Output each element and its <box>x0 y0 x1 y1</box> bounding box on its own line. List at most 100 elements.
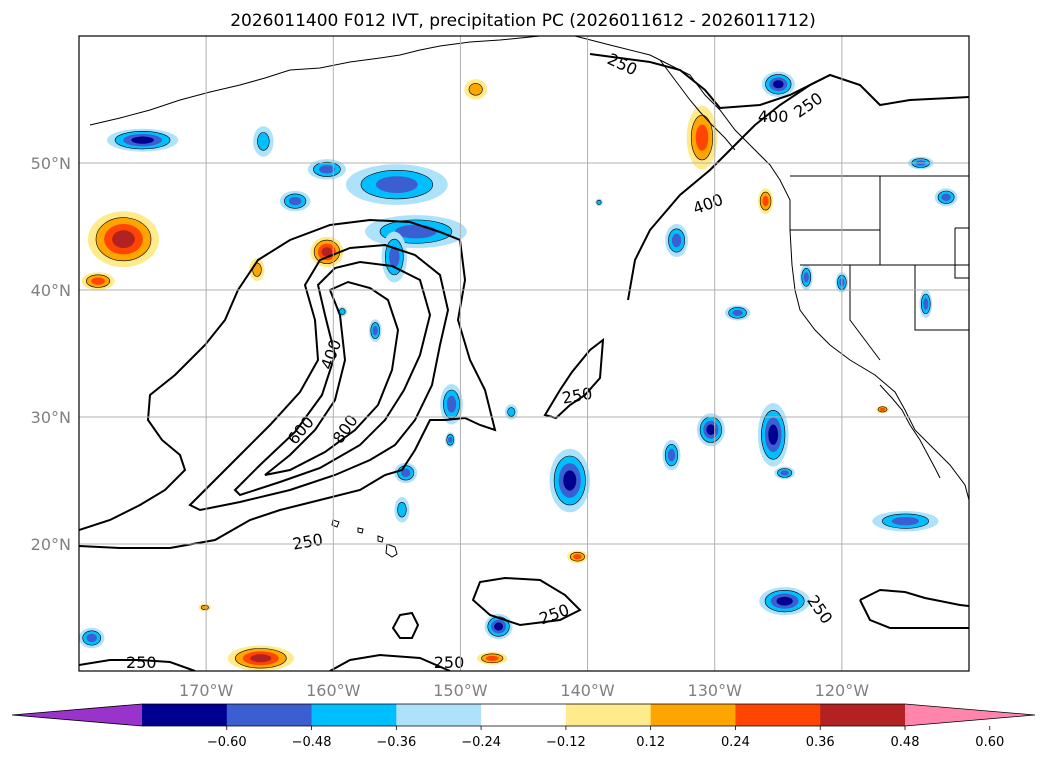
colorbar: −0.60 −0.48 −0.36 −0.24 −0.12 0.12 0.24 0.36 0.4… <box>11 703 1036 750</box>
precip-anomaly-30-level-3 <box>776 596 793 606</box>
contour-label-12: 250 <box>434 653 465 672</box>
coastlines <box>89 36 969 558</box>
precip-anomaly-4-level-2 <box>319 165 335 174</box>
lat-tick-label: 40°N <box>31 281 71 300</box>
precip-anomaly-12 <box>686 105 718 170</box>
ivt-contour-250-south <box>471 576 582 627</box>
precip-anomaly-20-level-2 <box>923 298 929 310</box>
precip-anomaly-28-level-2 <box>780 470 789 476</box>
precip-anomaly-38 <box>476 651 508 665</box>
precip-anomaly-18 <box>934 188 958 207</box>
precip-anomaly-25-level-3 <box>706 424 716 436</box>
colorbar-bin-6 <box>650 704 736 726</box>
precip-anomaly-27 <box>662 439 681 471</box>
precip-anomaly-8 <box>81 272 115 291</box>
colorbar-tick-label: −0.36 <box>376 735 416 750</box>
precip-anomaly-37-level-3 <box>250 654 272 663</box>
coastline-panhandle <box>659 59 736 151</box>
precip-anomaly-42-level-2 <box>879 407 886 411</box>
precip-anomaly-2 <box>381 231 408 283</box>
precip-anomaly-9-level-3 <box>321 247 333 257</box>
precip-anomaly-26 <box>757 402 789 467</box>
colorbar-tick-label: −0.60 <box>207 735 247 750</box>
precip-anomaly-36-level-2 <box>372 325 378 336</box>
precip-anomaly-15 <box>757 188 774 214</box>
precip-anomaly-32-level-1 <box>397 502 407 518</box>
ivt-contour-250-island <box>391 611 420 639</box>
precip-anomaly-40 <box>198 603 212 612</box>
ivt-contour-250-se <box>859 588 969 629</box>
precip-anomaly-39 <box>567 550 588 564</box>
longitude-labels: 170°W 160°W 150°W 140°W 130°W 120°W <box>179 681 869 700</box>
precip-anomaly-3 <box>106 128 179 152</box>
precip-anomaly-24-level-3 <box>563 470 577 491</box>
colorbar-bin-7 <box>735 704 821 726</box>
precip-anomaly-34 <box>79 627 105 649</box>
precip-anomaly-4 <box>307 159 347 180</box>
ivt-contour-250-sc <box>329 653 451 671</box>
precip-anomaly-22-level-2 <box>446 395 457 413</box>
colorbar-outline <box>11 703 1036 727</box>
lat-tick-label: 30°N <box>31 408 71 427</box>
map-background <box>79 36 969 671</box>
colorbar-tick-label: 0.24 <box>721 735 750 750</box>
precip-anomaly-5-level-2 <box>288 196 302 206</box>
precip-anomaly-12-level-2 <box>695 124 709 151</box>
ivt-contour-800 <box>264 280 400 476</box>
lon-tick-label: 150°W <box>433 681 488 700</box>
colorbar-tick-label: 0.48 <box>891 735 920 750</box>
colorbar-bin-0 <box>142 704 228 726</box>
precip-anomaly-41-level-1 <box>596 199 602 205</box>
precip-anomaly-29 <box>872 510 939 532</box>
precip-anomaly-43-level-1 <box>507 407 516 417</box>
lat-tick-label: 50°N <box>31 154 71 173</box>
precip-anomaly-27-level-2 <box>667 448 676 462</box>
precip-anomaly-6-level-1 <box>257 132 270 151</box>
precip-anomaly-14 <box>665 223 688 257</box>
precip-anomaly-22 <box>440 384 463 425</box>
lon-tick-label: 160°W <box>306 681 361 700</box>
colorbar-bin-3 <box>396 704 482 726</box>
precip-anomaly-32 <box>394 497 410 523</box>
colorbar-extend-high <box>905 704 1035 726</box>
ivt-contour-layer <box>79 53 969 671</box>
precip-anomaly-16 <box>799 264 813 290</box>
ivt-contour-250-nw <box>589 53 969 110</box>
coastline-north-america <box>574 36 969 501</box>
colorbar-tick-label: 0.60 <box>975 735 1004 750</box>
us-state-borders <box>790 175 969 361</box>
precip-anomaly-28 <box>774 466 795 480</box>
precip-anomaly-13 <box>761 71 795 97</box>
colorbar-bin-2 <box>311 704 397 726</box>
colorbar-bin-4 <box>481 704 567 726</box>
precipitation-anomaly-layer <box>79 71 958 671</box>
precip-anomaly-21 <box>724 305 751 321</box>
precip-anomaly-33 <box>484 613 513 640</box>
precip-anomaly-6 <box>253 126 274 157</box>
precip-anomaly-11 <box>464 79 488 100</box>
precip-anomaly-30 <box>759 587 811 616</box>
precip-anomaly-8-level-2 <box>91 277 105 285</box>
precip-anomaly-34-level-2 <box>86 633 97 643</box>
colorbar-tick-label: −0.48 <box>292 735 332 750</box>
ivt-contour-250-sw <box>79 659 196 671</box>
ivt-contour-600 <box>233 260 432 497</box>
precip-anomaly-16-level-2 <box>803 272 809 283</box>
precip-anomaly-24 <box>549 448 591 513</box>
precip-anomaly-39-level-2 <box>573 554 582 560</box>
precip-anomaly-36 <box>368 319 382 343</box>
colorbar-bin-5 <box>565 704 652 726</box>
precip-anomaly-41 <box>595 198 603 207</box>
contour-label-11: 250 <box>126 653 157 672</box>
precip-anomaly-7-level-3 <box>112 230 135 249</box>
contour-label-2: 400 <box>758 107 789 126</box>
lon-tick-label: 170°W <box>179 681 234 700</box>
precip-anomaly-13-level-3 <box>772 80 784 89</box>
precip-anomaly-0 <box>345 164 448 205</box>
chart-title: 2026011400 F012 IVT, precipitation PC (2… <box>230 11 816 31</box>
colorbar-tick-label: −0.12 <box>546 735 586 750</box>
precip-anomaly-26-level-3 <box>768 424 779 445</box>
lon-tick-label: 140°W <box>560 681 615 700</box>
